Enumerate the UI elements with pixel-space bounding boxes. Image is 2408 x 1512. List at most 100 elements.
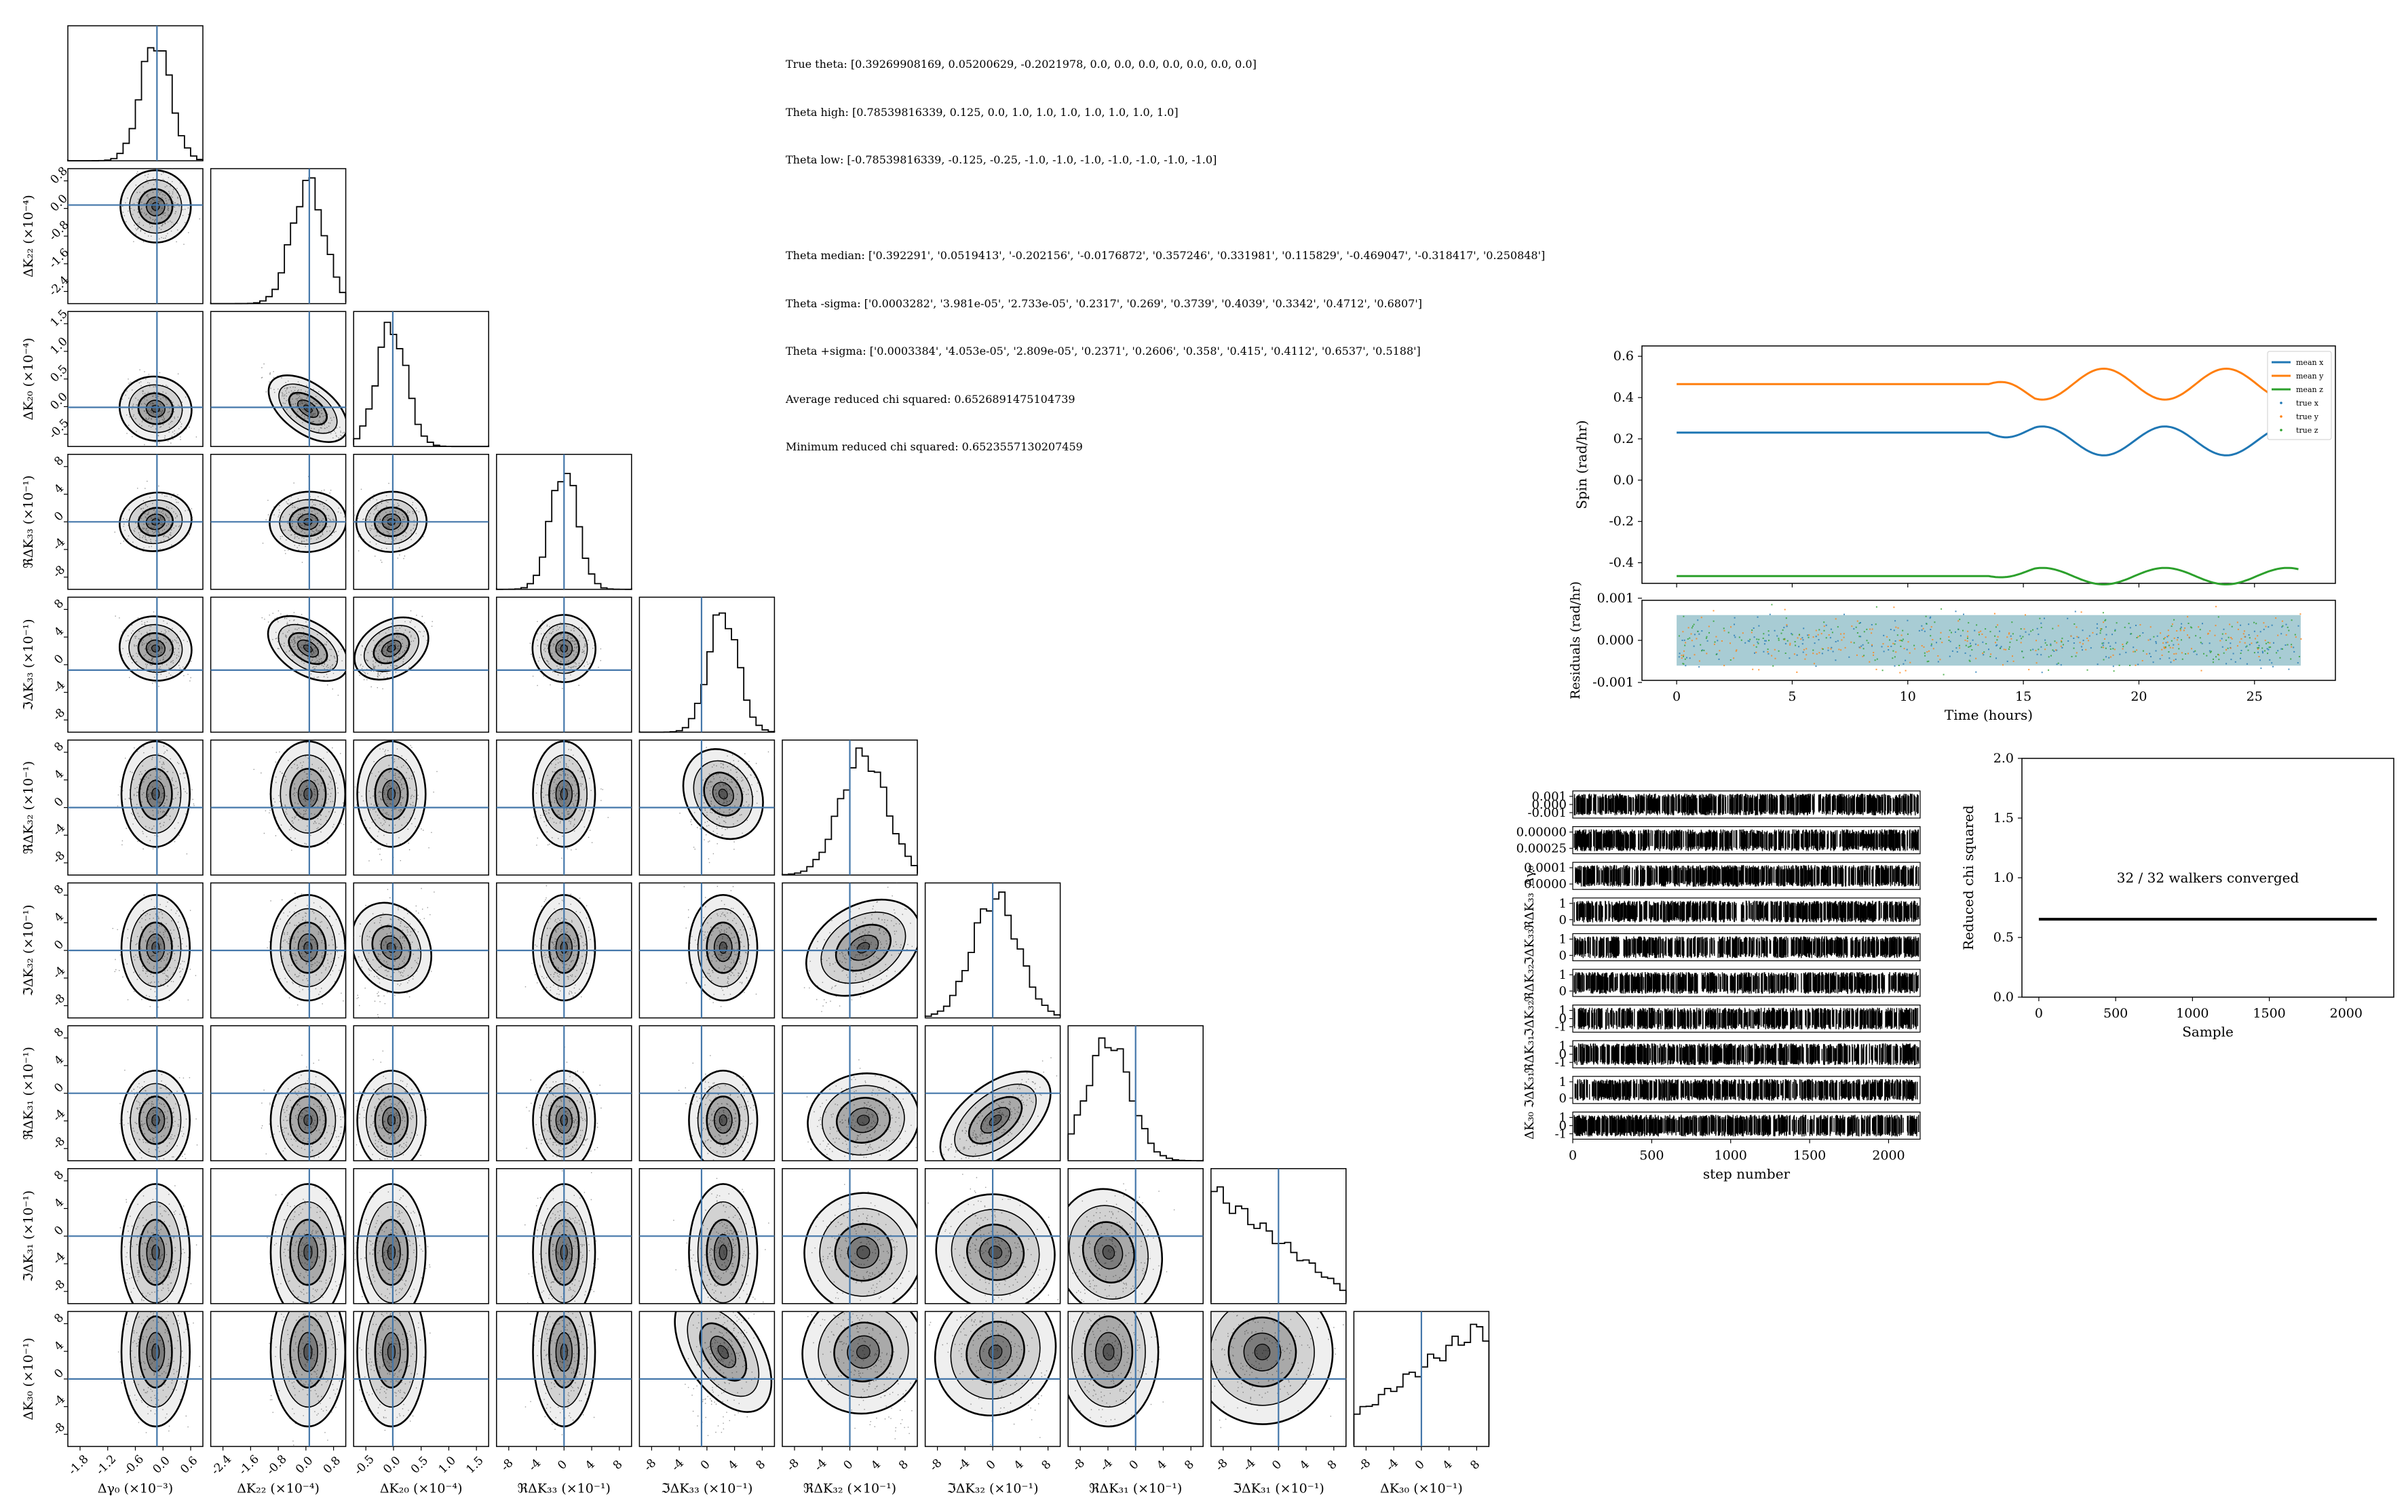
trace-panel-1: 0.00000 0.00025: [1516, 826, 1921, 856]
contour-level: [381, 1234, 401, 1271]
y-tick-label: 1: [1559, 1110, 1567, 1125]
y-tick-label: 0.0: [48, 390, 71, 412]
density: [674, 1311, 773, 1436]
contour-level: [805, 898, 917, 997]
legend-label: true y: [2296, 412, 2319, 421]
trace-ylabel: ℑΔK₃₃: [1523, 929, 1537, 965]
x-axis-label: ℑΔK₃₂ (×10⁻¹): [947, 1481, 1039, 1496]
run-summary-text: True theta: [0.39269908169, 0.05200629, …: [786, 24, 1545, 471]
contour-level: [968, 1096, 1023, 1145]
x-tick-label: 8: [611, 1458, 626, 1473]
residual-points-1: [1681, 606, 2302, 674]
contour-level: [278, 623, 339, 674]
contour-level: [1071, 1311, 1146, 1408]
density: [932, 1057, 1058, 1161]
panel-frame: [67, 596, 204, 733]
trace-ylabel: Δγ₀: [1523, 866, 1537, 887]
density: [673, 1178, 769, 1304]
y-axis-label: ΔK₃₀ (×10⁻¹): [21, 1338, 36, 1420]
x-tick-label: 5: [1788, 689, 1796, 704]
density-panel-3-2: [353, 454, 489, 590]
contour-level: [269, 740, 346, 848]
density: [928, 1174, 1058, 1304]
histogram-0-0: [67, 25, 204, 161]
x-tick-label: -8: [499, 1456, 516, 1474]
contour-level: [935, 1193, 1056, 1304]
x-tick-label: 4: [1154, 1458, 1169, 1473]
legend-label: true z: [2296, 426, 2318, 435]
theta-high-line: Theta high: [0.78539816339, 0.125, 0.0, …: [786, 105, 1179, 119]
contour-level: [303, 1244, 313, 1260]
contour-level: [288, 391, 328, 426]
walker-chains: [1573, 900, 1919, 923]
trace-panel-4: 1 0 ℑΔK₃₃: [1523, 929, 1921, 965]
contour-level: [130, 1201, 182, 1304]
x-tick-label: -8: [1356, 1456, 1373, 1474]
y-axis-label: Reduced chi squared: [1960, 805, 1976, 950]
true-theta-line: True theta: [0.39269908169, 0.05200629, …: [786, 58, 1257, 71]
sample-points: [524, 1170, 598, 1304]
y-tick-label: -0.001: [1527, 806, 1567, 820]
contour-level: [387, 1343, 396, 1361]
contour-level: [363, 625, 419, 672]
contour-level: [353, 616, 429, 681]
trace-panel-9: 10-1 ΔK₃₀: [1523, 1110, 1921, 1141]
residual-band: [1677, 615, 2301, 666]
contour-level: [297, 933, 319, 963]
histogram-7-7: [1067, 1025, 1204, 1162]
contour-level: [151, 1114, 160, 1127]
contour-level: [288, 632, 328, 665]
x-tick-label: 8: [753, 1458, 768, 1473]
x-tick-label: 8: [1468, 1458, 1483, 1473]
density-panel-5-1: [210, 739, 347, 876]
y-tick-label: 0.0: [48, 192, 71, 214]
y-tick-label: 0.8: [48, 164, 71, 187]
panel-frame: [353, 596, 489, 733]
density: [806, 1059, 917, 1161]
y-tick-label: 1.0: [1993, 870, 2014, 885]
legend-box: [2267, 351, 2332, 440]
y-axis-label: ℜΔK₃₁ (×10⁻¹): [21, 1047, 36, 1140]
contour-level: [280, 754, 337, 834]
contour-level: [151, 788, 160, 800]
x-tick-label: 1500: [2253, 1006, 2285, 1021]
density: [524, 885, 596, 1002]
contour-level: [297, 1234, 319, 1271]
density-panel-6-5: [782, 882, 918, 1019]
y-tick-label: 0.000: [1597, 633, 1634, 648]
contour-level: [280, 1201, 337, 1304]
y-tick-label: 1: [1559, 1075, 1567, 1089]
theta-minus-sigma-line: Theta -sigma: ['0.0003282', '3.981e-05',…: [786, 296, 1422, 310]
y-axis-label: ℑΔK₃₂ (×10⁻¹): [21, 905, 36, 996]
contour-level: [138, 768, 173, 821]
contour-level: [822, 1085, 905, 1156]
x-tick-label: 0.0: [293, 1454, 316, 1476]
contour-level: [819, 1207, 908, 1297]
density-panel-8-4: [638, 1168, 776, 1304]
contour-level: [979, 1237, 1012, 1268]
y-tick-label: -4: [50, 964, 68, 982]
density: [261, 610, 346, 696]
y-tick-label: -8: [50, 1420, 68, 1438]
y-tick-label: 0: [1559, 1091, 1567, 1106]
walker-chains: [1573, 936, 1919, 958]
x-tick-label: 4: [1297, 1458, 1312, 1473]
contour-level: [387, 1114, 396, 1127]
contour-level: [848, 1107, 879, 1133]
trace-ylabel: ΔK₃₀: [1523, 1112, 1537, 1140]
y-tick-label: 1.5: [48, 307, 71, 330]
x-tick-label: 25: [2247, 689, 2263, 704]
density-panel-8-1: [210, 1168, 347, 1304]
y-axis-label: Residuals (rad/hr): [1568, 581, 1583, 699]
contour-level: [146, 1234, 166, 1271]
contour-level: [1082, 1221, 1135, 1284]
contour-level: [1068, 1205, 1149, 1300]
y-tick-label: 0.5: [1993, 930, 2014, 945]
x-tick-label: -1.2: [94, 1452, 119, 1477]
contour-level: [353, 902, 433, 994]
